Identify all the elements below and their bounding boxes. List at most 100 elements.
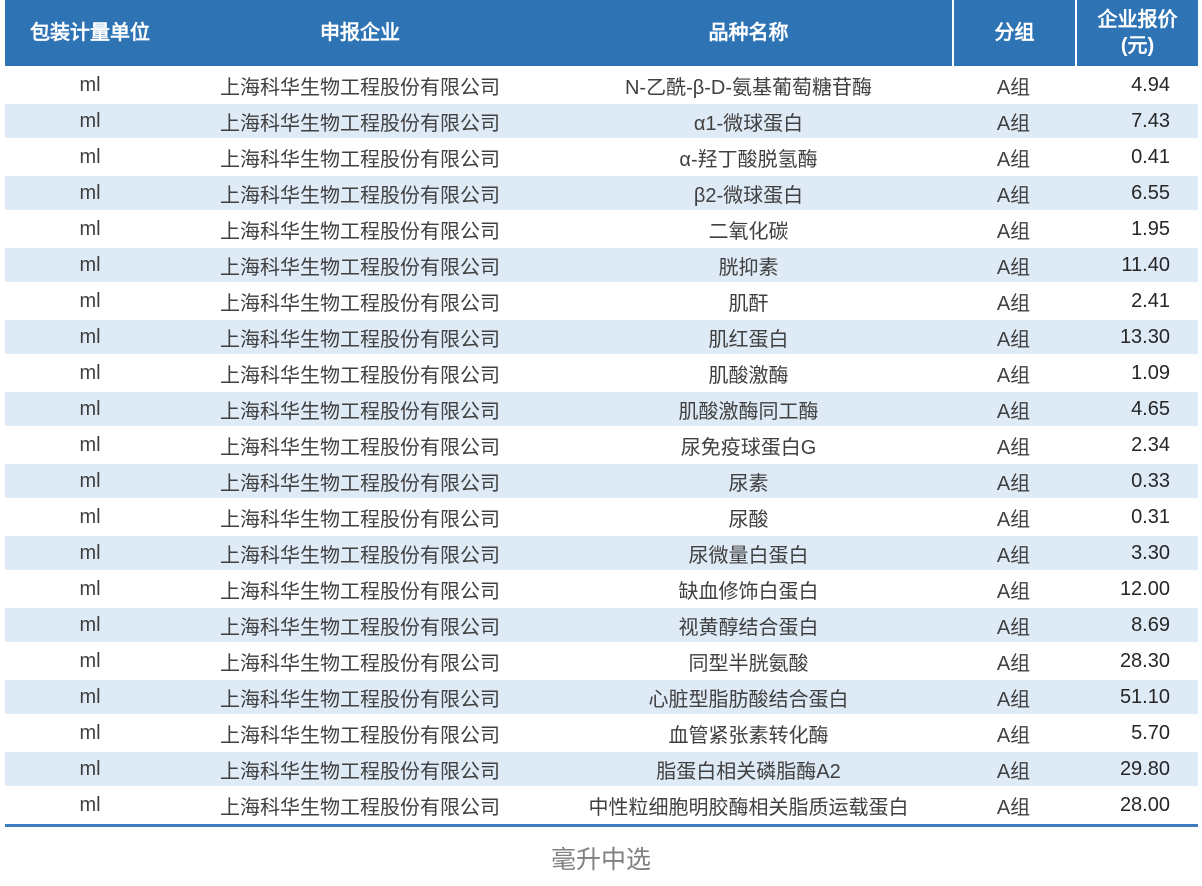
cell-unit: ml xyxy=(79,757,101,780)
table-row: ml 上海科华生物工程股份有限公司 尿微量白蛋白 A组 3.30 xyxy=(5,536,1198,572)
cell-unit: ml xyxy=(79,253,101,276)
cell-group: A组 xyxy=(996,148,1031,171)
table-row: ml 上海科华生物工程股份有限公司 肌红蛋白 A组 13.30 xyxy=(5,320,1198,356)
cell-company: 上海科华生物工程股份有限公司 xyxy=(220,652,500,675)
cell-group: A组 xyxy=(996,76,1031,99)
table-row: ml 上海科华生物工程股份有限公司 尿素 A组 0.33 xyxy=(5,464,1198,500)
cell-price: 5.70 xyxy=(1131,721,1170,744)
table-caption: 毫升中选 xyxy=(550,846,651,874)
cell-price: 12.00 xyxy=(1119,577,1170,600)
cell-product: 尿免疫球蛋白G xyxy=(680,436,817,459)
table-row: ml 上海科华生物工程股份有限公司 尿酸 A组 0.31 xyxy=(5,500,1198,536)
cell-unit: ml xyxy=(79,541,101,564)
cell-company: 上海科华生物工程股份有限公司 xyxy=(220,724,500,747)
cell-company: 上海科华生物工程股份有限公司 xyxy=(220,292,500,315)
cell-unit: ml xyxy=(79,577,101,600)
cell-company: 上海科华生物工程股份有限公司 xyxy=(220,544,500,567)
cell-unit: ml xyxy=(79,397,101,420)
cell-price: 28.30 xyxy=(1119,649,1170,672)
table-row: ml 上海科华生物工程股份有限公司 肌酐 A组 2.41 xyxy=(5,284,1198,320)
cell-product: 视黄醇结合蛋白 xyxy=(678,616,819,639)
header-group-label: 分组 xyxy=(994,22,1035,44)
cell-unit: ml xyxy=(79,649,101,672)
cell-company: 上海科华生物工程股份有限公司 xyxy=(220,796,500,819)
cell-price: 8.69 xyxy=(1131,613,1170,636)
cell-product: 尿素 xyxy=(728,472,769,495)
header-product: 品种名称 xyxy=(545,0,952,66)
cell-product: α1-微球蛋白 xyxy=(693,112,804,135)
header-price: 企业报价 (元) xyxy=(1075,0,1198,66)
header-unit-label: 包装计量单位 xyxy=(30,22,150,44)
cell-unit: ml xyxy=(79,289,101,312)
cell-group: A组 xyxy=(996,544,1031,567)
cell-group: A组 xyxy=(996,400,1031,423)
cell-group: A组 xyxy=(996,688,1031,711)
cell-price: 28.00 xyxy=(1119,793,1170,816)
cell-unit: ml xyxy=(79,433,101,456)
cell-unit: ml xyxy=(79,361,101,384)
cell-group: A组 xyxy=(996,436,1031,459)
cell-company: 上海科华生物工程股份有限公司 xyxy=(220,76,500,99)
cell-product: N-乙酰-β-D-氨基葡萄糖苷酶 xyxy=(624,76,873,99)
cell-unit: ml xyxy=(79,613,101,636)
cell-product: 尿酸 xyxy=(728,508,769,531)
cell-price: 51.10 xyxy=(1119,685,1170,708)
cell-product: 同型半胱氨酸 xyxy=(688,652,809,675)
cell-group: A组 xyxy=(996,472,1031,495)
header-price-unit-label: (元) xyxy=(1120,35,1155,57)
table-row: ml 上海科华生物工程股份有限公司 N-乙酰-β-D-氨基葡萄糖苷酶 A组 4.94 xyxy=(5,68,1198,104)
table-row: ml 上海科华生物工程股份有限公司 胱抑素 A组 11.40 xyxy=(5,248,1198,284)
cell-price: 4.94 xyxy=(1131,73,1170,96)
cell-company: 上海科华生物工程股份有限公司 xyxy=(220,148,500,171)
header-group: 分组 xyxy=(952,0,1075,66)
cell-price: 11.40 xyxy=(1121,253,1170,276)
cell-price: 0.33 xyxy=(1131,469,1170,492)
cell-unit: ml xyxy=(79,793,101,816)
cell-unit: ml xyxy=(79,469,101,492)
cell-product: 心脏型脂肪酸结合蛋白 xyxy=(648,688,849,711)
cell-group: A组 xyxy=(996,724,1031,747)
cell-price: 2.34 xyxy=(1131,433,1170,456)
cell-group: A组 xyxy=(996,364,1031,387)
cell-group: A组 xyxy=(996,184,1031,207)
cell-product: 肌红蛋白 xyxy=(708,328,789,351)
cell-group: A组 xyxy=(996,616,1031,639)
table-body: ml 上海科华生物工程股份有限公司 N-乙酰-β-D-氨基葡萄糖苷酶 A组 4.94 ml… xyxy=(5,68,1198,824)
cell-product: 二氧化碳 xyxy=(708,220,789,243)
cell-product: 缺血修饰白蛋白 xyxy=(678,580,819,603)
cell-price: 3.30 xyxy=(1131,541,1170,564)
cell-product: 脂蛋白相关磷脂酶A2 xyxy=(656,760,841,783)
cell-price: 2.41 xyxy=(1131,289,1170,312)
cell-price: 1.09 xyxy=(1131,361,1170,384)
table-row: ml 上海科华生物工程股份有限公司 同型半胱氨酸 A组 28.30 xyxy=(5,644,1198,680)
cell-unit: ml xyxy=(79,73,101,96)
cell-company: 上海科华生物工程股份有限公司 xyxy=(220,112,500,135)
cell-product: α-羟丁酸脱氢酶 xyxy=(679,148,818,171)
cell-group: A组 xyxy=(996,580,1031,603)
table-row: ml 上海科华生物工程股份有限公司 中性粒细胞明胶酶相关脂质运载蛋白 A组 28.00 xyxy=(5,788,1198,824)
cell-company: 上海科华生物工程股份有限公司 xyxy=(220,508,500,531)
table-row: ml 上海科华生物工程股份有限公司 肌酸激酶同工酶 A组 4.65 xyxy=(5,392,1198,428)
cell-company: 上海科华生物工程股份有限公司 xyxy=(220,472,500,495)
cell-price: 0.41 xyxy=(1131,145,1170,168)
header-price-label: 企业报价 xyxy=(1097,9,1178,31)
cell-group: A组 xyxy=(996,112,1031,135)
table-row: ml 上海科华生物工程股份有限公司 缺血修饰白蛋白 A组 12.00 xyxy=(5,572,1198,608)
cell-product: 肌酸激酶同工酶 xyxy=(678,400,819,423)
header-unit: 包装计量单位 xyxy=(5,0,175,66)
table-row: ml 上海科华生物工程股份有限公司 尿免疫球蛋白G A组 2.34 xyxy=(5,428,1198,464)
cell-unit: ml xyxy=(79,721,101,744)
cell-price: 13.30 xyxy=(1119,325,1170,348)
table-row: ml 上海科华生物工程股份有限公司 二氧化碳 A组 1.95 xyxy=(5,212,1198,248)
cell-company: 上海科华生物工程股份有限公司 xyxy=(220,364,500,387)
cell-product: 血管紧张素转化酶 xyxy=(668,724,829,747)
cell-company: 上海科华生物工程股份有限公司 xyxy=(220,256,500,279)
cell-product: β2-微球蛋白 xyxy=(693,184,804,207)
cell-company: 上海科华生物工程股份有限公司 xyxy=(220,400,500,423)
cell-company: 上海科华生物工程股份有限公司 xyxy=(220,184,500,207)
cell-price: 0.31 xyxy=(1131,505,1170,528)
table-row: ml 上海科华生物工程股份有限公司 β2-微球蛋白 A组 6.55 xyxy=(5,176,1198,212)
cell-group: A组 xyxy=(996,652,1031,675)
cell-group: A组 xyxy=(996,796,1031,819)
table-row: ml 上海科华生物工程股份有限公司 α-羟丁酸脱氢酶 A组 0.41 xyxy=(5,140,1198,176)
